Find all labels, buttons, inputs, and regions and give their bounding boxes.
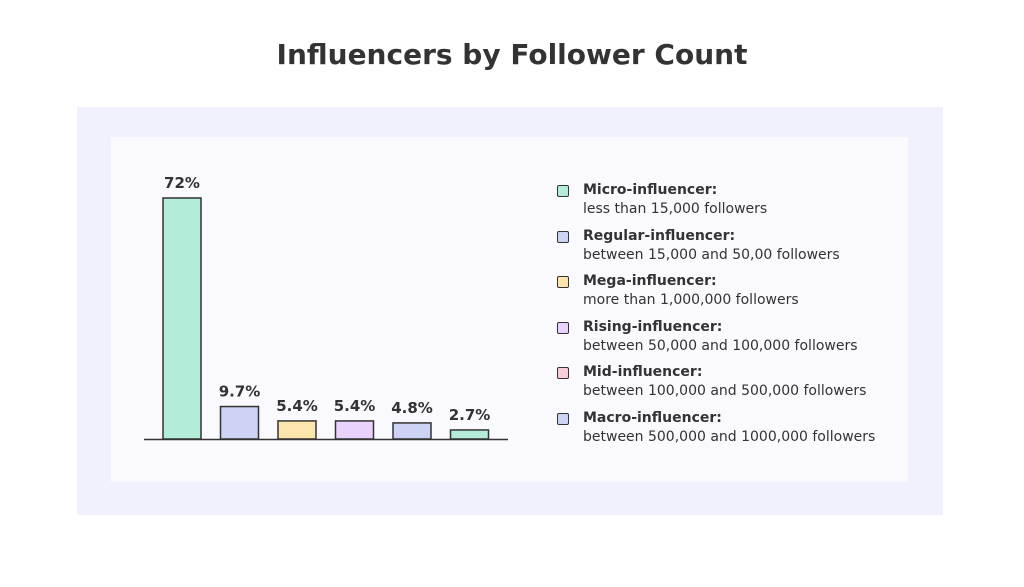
legend-swatch	[557, 367, 569, 379]
bar-value-label: 5.4%	[276, 397, 318, 415]
bar-value-label: 5.4%	[334, 397, 376, 415]
legend-swatch	[557, 322, 569, 334]
legend-item-description: between 100,000 and 500,000 followers	[583, 383, 867, 399]
legend-item-micro: Micro-influencer: less than 15,000 follo…	[557, 181, 897, 221]
legend-swatch	[557, 413, 569, 425]
bar-rising-influencer	[334, 420, 375, 440]
legend-item-macro: Macro-influencer: between 500,000 and 10…	[557, 409, 897, 449]
bar-value-label: 2.7%	[449, 406, 491, 424]
legend-swatch	[557, 276, 569, 288]
legend-item-description: between 500,000 and 1000,000 followers	[583, 429, 876, 445]
chart-title: Influencers by Follower Count	[276, 38, 748, 71]
legend-item-name: Rising-influencer:	[583, 319, 723, 335]
bar-mid-influencer	[392, 422, 432, 440]
legend-item-name: Macro-influencer:	[583, 410, 722, 426]
bar-regular-influencer	[219, 405, 260, 440]
bar-micro-influencer	[162, 197, 202, 440]
bar-value-label: 72%	[164, 174, 200, 192]
bar-value-label: 9.7%	[219, 383, 261, 401]
legend-swatch	[557, 231, 569, 243]
legend-item-regular: Regular-influencer: between 15,000 and 5…	[557, 227, 897, 267]
legend-item-name: Mega-influencer:	[583, 273, 717, 289]
legend-item-name: Micro-influencer:	[583, 182, 718, 198]
legend-item-description: between 15,000 and 50,00 followers	[583, 247, 840, 263]
bar-mega-influencer	[277, 420, 317, 440]
legend-item-description: less than 15,000 followers	[583, 201, 768, 217]
legend-item-mid: Mid-influencer: between 100,000 and 500,…	[557, 363, 897, 403]
legend-item-name: Regular-influencer:	[583, 228, 736, 244]
legend-item-name: Mid-influencer:	[583, 364, 703, 380]
legend-item-description: between 50,000 and 100,000 followers	[583, 338, 858, 354]
legend-item-mega: Mega-influencer: more than 1,000,000 fol…	[557, 272, 897, 312]
legend-item-rising: Rising-influencer: between 50,000 and 10…	[557, 318, 897, 358]
bar-macro-influencer	[449, 429, 490, 440]
legend-item-description: more than 1,000,000 followers	[583, 292, 799, 308]
legend-swatch	[557, 185, 569, 197]
bar-value-label: 4.8%	[391, 399, 433, 417]
